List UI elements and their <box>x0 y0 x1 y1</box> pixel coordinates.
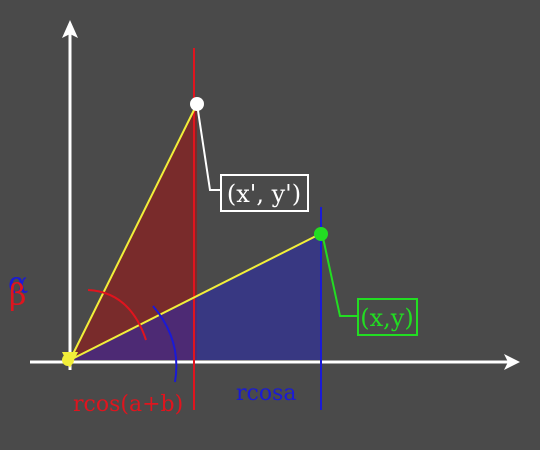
original-point-leader <box>321 232 358 317</box>
original-point-label-box <box>357 298 418 336</box>
rotated-radius-line <box>69 103 198 361</box>
y-axis-arrowhead <box>62 20 78 38</box>
rotated-point-marker <box>190 97 204 111</box>
original-point-marker <box>314 227 328 241</box>
original-radius-line <box>69 232 323 361</box>
origin-dot <box>62 354 74 366</box>
alpha-angle-arc <box>152 305 178 383</box>
rcos-ab-label: rcos(a+b) <box>73 392 183 417</box>
rotated-point-leader <box>196 103 222 191</box>
rcos-a-label: rcosa <box>236 381 297 406</box>
alpha-label: α <box>8 266 28 301</box>
x-axis-arrowhead <box>504 354 520 370</box>
beta-angle-arc <box>87 289 147 341</box>
original-point-label: (x,y) <box>360 304 413 332</box>
beta-label: β <box>9 278 26 313</box>
rotated-point-label-box <box>220 174 309 212</box>
rotated-point-label: (x', y') <box>227 180 301 208</box>
